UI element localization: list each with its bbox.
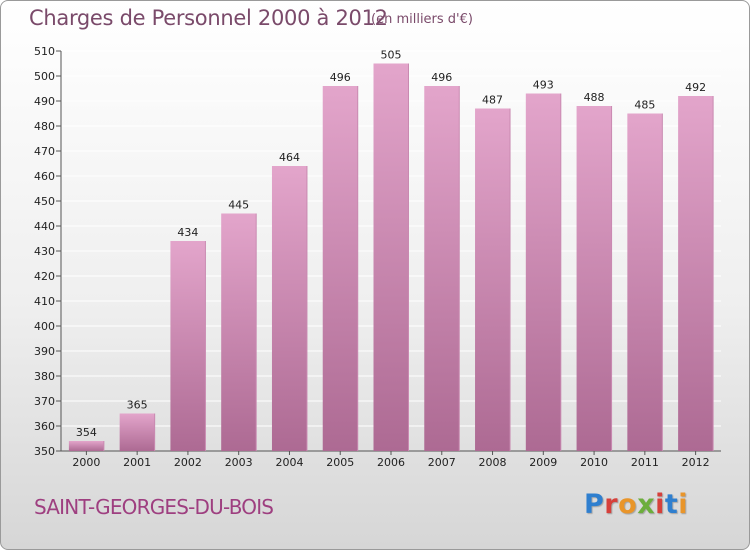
x-tick-label: 2012 <box>682 456 710 469</box>
data-label-2001: 365 <box>127 399 148 412</box>
x-tick-label: 2009 <box>529 456 557 469</box>
data-label-2000: 354 <box>76 426 97 439</box>
data-label-2011: 485 <box>634 99 655 112</box>
commune-name: SAINT-GEORGES-DU-BOIS <box>34 495 274 519</box>
bar-2007[interactable] <box>424 86 460 451</box>
y-tick-label: 390 <box>34 345 55 358</box>
y-tick-label: 490 <box>34 95 55 108</box>
data-label-2004: 464 <box>279 151 300 164</box>
proxiti-logo[interactable]: Proxiti <box>584 489 689 520</box>
bar-2000[interactable] <box>68 441 104 451</box>
chart-subtitle: (en milliers d'€) <box>371 12 473 27</box>
y-tick-label: 500 <box>34 70 55 83</box>
x-tick-label: 2001 <box>123 456 151 469</box>
y-tick-label: 360 <box>34 420 55 433</box>
data-label-2005: 496 <box>330 71 351 84</box>
data-label-2007: 496 <box>431 71 452 84</box>
bar-2008[interactable] <box>475 108 511 452</box>
labels: 350 360 370 380 390 400 410 420 430 440 450 460 470 4… <box>34 45 710 469</box>
y-tick-label: 440 <box>34 220 55 233</box>
x-tick-label: 2011 <box>631 456 659 469</box>
x-tick-label: 2010 <box>580 456 608 469</box>
data-label-2008: 487 <box>482 94 503 107</box>
data-label-2002: 434 <box>177 226 198 239</box>
y-tick-label: 480 <box>34 120 55 133</box>
bar-2004[interactable] <box>271 166 307 451</box>
y-tick-label: 430 <box>34 245 55 258</box>
data-label-2006: 505 <box>381 49 402 62</box>
bar-2011[interactable] <box>627 113 663 452</box>
y-tick-label: 380 <box>34 370 55 383</box>
bar-2002[interactable] <box>170 241 206 451</box>
x-tick-label: 2006 <box>377 456 405 469</box>
x-tick-label: 2003 <box>225 456 253 469</box>
y-tick-label: 420 <box>34 270 55 283</box>
y-tick-label: 450 <box>34 195 55 208</box>
y-tick-label: 350 <box>34 445 55 458</box>
x-tick-label: 2000 <box>72 456 100 469</box>
x-tick-label: 2004 <box>275 456 303 469</box>
chart-title: Charges de Personnel 2000 à 2012 <box>29 6 388 30</box>
bar-2009[interactable] <box>525 93 561 452</box>
bar-2006[interactable] <box>373 63 409 452</box>
bar-2012[interactable] <box>678 96 714 451</box>
y-tick-label: 510 <box>34 45 55 58</box>
bars <box>68 63 714 452</box>
bar-2001[interactable] <box>119 413 155 452</box>
data-label-2003: 445 <box>228 199 249 212</box>
y-tick-label: 370 <box>34 395 55 408</box>
y-tick-label: 410 <box>34 295 55 308</box>
data-label-2009: 493 <box>533 79 554 92</box>
bar-2003[interactable] <box>221 213 257 452</box>
y-tick-label: 460 <box>34 170 55 183</box>
data-label-2010: 488 <box>584 91 605 104</box>
y-tick-label: 400 <box>34 320 55 333</box>
bar-2010[interactable] <box>576 106 612 451</box>
y-tick-label: 470 <box>34 145 55 158</box>
x-tick-label: 2005 <box>326 456 354 469</box>
bar-2005[interactable] <box>322 86 358 451</box>
data-label-2012: 492 <box>685 81 706 94</box>
x-tick-label: 2002 <box>174 456 202 469</box>
x-tick-label: 2008 <box>479 456 507 469</box>
x-tick-label: 2007 <box>428 456 456 469</box>
